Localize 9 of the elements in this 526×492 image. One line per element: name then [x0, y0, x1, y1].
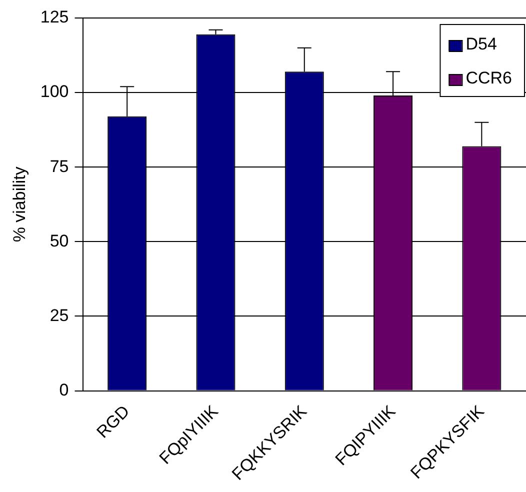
y-tick-label: 25: [50, 306, 69, 325]
y-tick-label: 100: [40, 82, 69, 102]
y-tick-label: 75: [50, 156, 69, 176]
legend-label: D54: [466, 34, 497, 54]
y-tick-label: 0: [59, 380, 69, 400]
y-tick-label: 125: [40, 8, 69, 27]
legend-label: CCR6: [466, 68, 512, 88]
y-axis-title: % viability: [10, 166, 29, 242]
y-tick-label: 50: [50, 231, 69, 250]
